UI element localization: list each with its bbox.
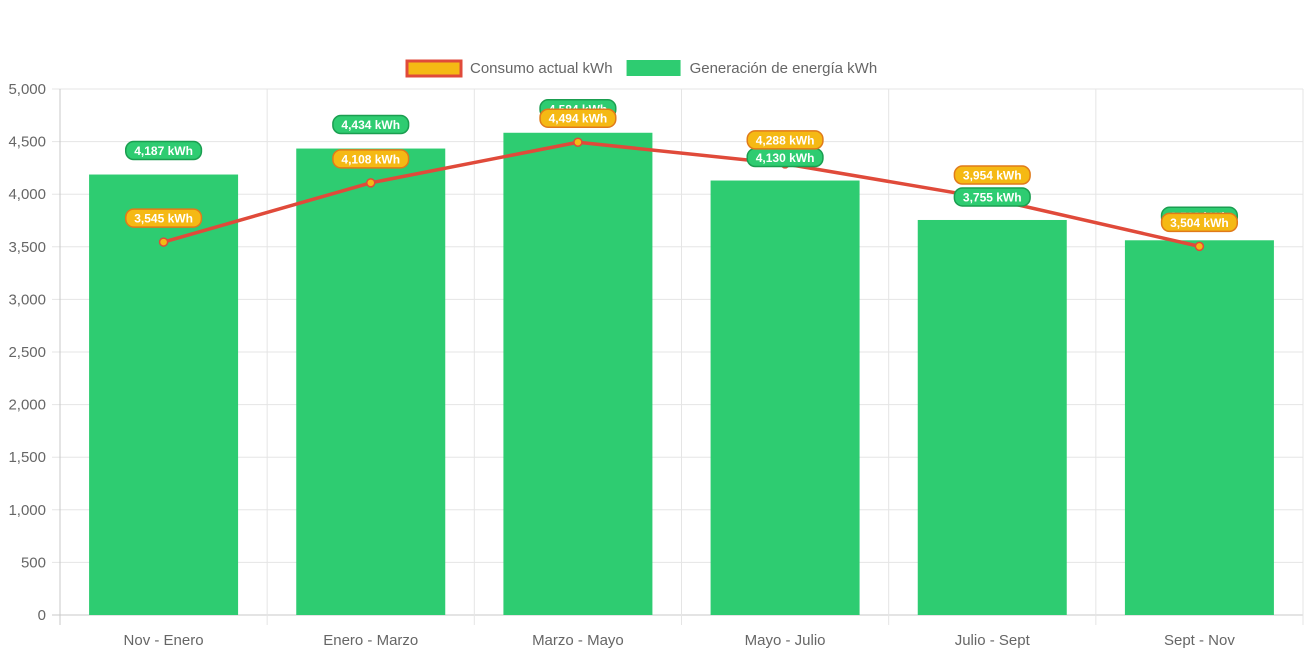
label-consumo-bg: [332, 149, 410, 169]
point-consumo[interactable]: [158, 237, 169, 247]
legend-swatch-generacion: [626, 60, 681, 76]
label-generacion: 4,130 kWh: [746, 147, 824, 168]
label-consumo: 4,108 kWh: [332, 149, 410, 169]
point-consumo[interactable]: [573, 137, 583, 147]
y-tick-label: 2,500: [8, 344, 46, 361]
y-tick-label: 2,000: [8, 397, 46, 414]
y-tick-label: 3,500: [8, 239, 46, 256]
label-consumo: 3,954 kWh: [953, 165, 1031, 185]
y-tick-label: 0: [38, 607, 46, 624]
label-consumo-bg: [539, 108, 617, 128]
label-consumo-bg: [124, 208, 203, 228]
label-generacion: 4,187 kWh: [124, 140, 203, 161]
bar-series: [89, 132, 1274, 616]
label-consumo-text: 3,545 kWh: [134, 212, 193, 226]
bar-generacion[interactable]: [710, 180, 860, 616]
label-consumo-text: 4,288 kWh: [756, 133, 815, 147]
label-generacion: 4,434 kWh: [332, 114, 410, 135]
y-tick-label: 4,000: [8, 186, 46, 203]
y-tick-label: 3,000: [8, 291, 46, 308]
label-consumo-text: 3,954 kWh: [963, 169, 1022, 183]
bar-generacion[interactable]: [1124, 240, 1274, 616]
y-tick-label: 1,000: [8, 502, 46, 519]
x-tick-label: Julio - Sept: [955, 632, 1031, 649]
line-consumo: [161, 140, 1202, 249]
legend-label: Consumo actual kWh: [470, 60, 613, 77]
label-consumo-text: 4,108 kWh: [341, 152, 400, 166]
label-generacion-text: 4,130 kWh: [756, 151, 815, 165]
y-tick-label: 500: [21, 554, 46, 571]
label-generacion-bg: [953, 187, 1031, 207]
x-tick-label: Enero - Marzo: [323, 632, 418, 649]
label-consumo: 3,545 kWh: [124, 208, 203, 228]
label-consumo-bg: [1160, 212, 1239, 233]
label-consumo: 3,504 kWh: [1160, 212, 1239, 233]
point-consumo[interactable]: [366, 178, 376, 188]
label-generacion-bg: [124, 140, 203, 161]
label-consumo: 4,288 kWh: [746, 130, 824, 150]
grid-layer: [52, 88, 1304, 625]
bar-generacion[interactable]: [296, 148, 446, 615]
label-generacion-bg: [332, 114, 410, 135]
y-tick-label: 4,500: [8, 134, 46, 151]
label-consumo-bg: [746, 130, 824, 150]
label-consumo-bg: [953, 165, 1031, 185]
bar-generacion[interactable]: [89, 174, 239, 616]
legend-label: Generación de energía kWh: [690, 60, 878, 77]
legend-swatch-consumo: [405, 59, 463, 78]
x-tick-label: Sept - Nov: [1164, 632, 1235, 649]
label-generacion: 3,755 kWh: [953, 187, 1031, 207]
legend-item[interactable]: Consumo actual kWh: [405, 59, 613, 78]
label-generacion-text: 3,755 kWh: [963, 190, 1022, 204]
label-consumo: 4,494 kWh: [539, 108, 617, 128]
x-tick-label: Nov - Enero: [124, 632, 204, 649]
axis-labels: 0 500 1,000 1,500 2,000 2,500 3,000 3,500 4,000 4…: [8, 81, 1235, 649]
legend-item[interactable]: Generación de energía kWh: [626, 60, 878, 77]
x-tick-label: Mayo - Julio: [745, 632, 826, 649]
point-consumo[interactable]: [1194, 241, 1205, 252]
label-generacion-text: 4,434 kWh: [341, 118, 400, 132]
legend[interactable]: Consumo actual kWh Generación de energía …: [405, 59, 878, 78]
bar-generacion[interactable]: [917, 219, 1067, 615]
label-consumo-text: 4,494 kWh: [549, 112, 608, 126]
label-consumo-text: 3,504 kWh: [1170, 216, 1229, 230]
x-tick-label: Marzo - Mayo: [532, 632, 624, 649]
bar-generacion[interactable]: [503, 132, 653, 616]
y-tick-label: 1,500: [8, 449, 46, 466]
y-tick-label: 5,000: [8, 81, 46, 98]
label-generacion-text: 4,187 kWh: [134, 144, 193, 158]
